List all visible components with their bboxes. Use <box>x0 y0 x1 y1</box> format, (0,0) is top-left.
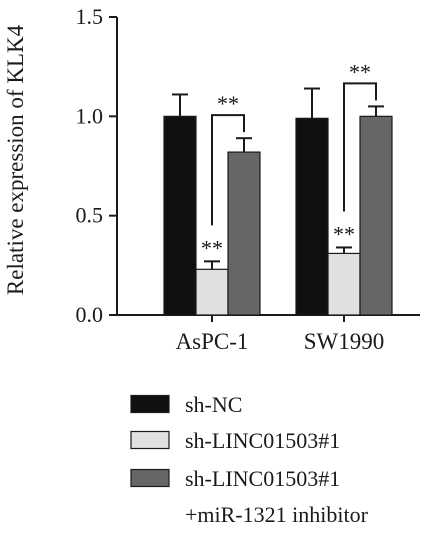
bar <box>195 268 229 316</box>
x-tick-label: SW1990 <box>304 329 385 354</box>
legend-swatch <box>130 394 170 414</box>
y-tick-label: 0.5 <box>76 203 104 228</box>
y-tick-label: 1.5 <box>76 4 104 29</box>
significance-star: ** <box>217 91 239 116</box>
bar <box>359 115 393 316</box>
legend-label: sh-LINC01503#1 <box>185 466 340 491</box>
legend-label: sh-LINC01503#1 <box>185 428 340 453</box>
bar <box>327 252 361 316</box>
legend-swatch <box>130 430 170 450</box>
y-tick-label: 1.0 <box>76 103 104 128</box>
significance-star: ** <box>349 59 371 84</box>
legend-swatch <box>130 468 170 488</box>
significance-star: ** <box>333 221 355 246</box>
bar <box>295 117 329 316</box>
legend: sh-NC sh-LINC01503#1 sh-LINC01503#1 +miR-13… <box>130 392 369 527</box>
legend-label: +miR-1321 inhibitor <box>185 502 369 527</box>
bar <box>163 115 197 316</box>
bars <box>163 87 393 316</box>
significance-bracket <box>211 114 245 226</box>
bar <box>227 151 261 316</box>
y-axis-label: Relative expression of KLK4 <box>3 24 28 295</box>
legend-label: sh-NC <box>185 392 242 417</box>
significance-star: ** <box>201 235 223 260</box>
significance-bracket <box>343 82 377 212</box>
y-tick-label: 0.0 <box>76 302 104 327</box>
axes: 0.0 0.5 1.0 1.5 AsPC-1 SW1990 <box>76 4 420 354</box>
x-tick-label: AsPC-1 <box>176 329 249 354</box>
significance-marks: ** ** ** ** <box>201 59 377 260</box>
